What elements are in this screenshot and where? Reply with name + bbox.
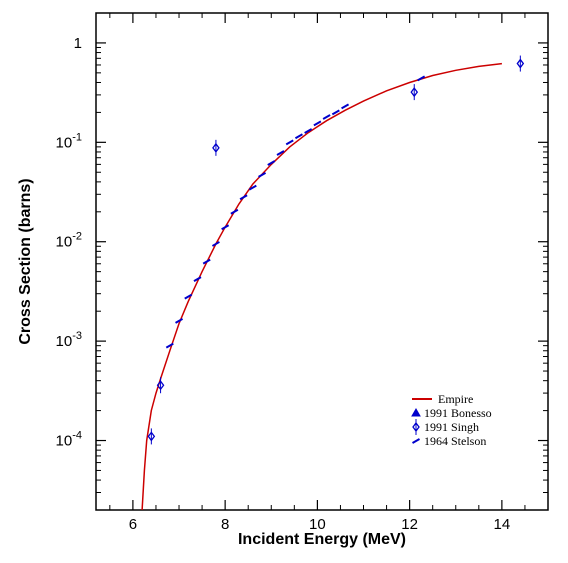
data-point — [230, 208, 239, 215]
diamond-marker — [516, 58, 525, 69]
slash-marker — [267, 160, 276, 166]
plot-border — [95, 12, 549, 511]
data-point — [276, 150, 285, 156]
diamond-marker — [147, 431, 156, 442]
data-point — [211, 241, 220, 247]
slash-marker — [211, 241, 220, 247]
data-point — [410, 84, 419, 101]
legend-item: 1991 Bonesso — [411, 406, 492, 420]
y-axis-ticks: 1 10-1 10-2 10-3 10-4 — [56, 35, 548, 493]
x-axis-ticks: 6 8 10 12 14 — [109, 13, 549, 533]
data-point — [258, 172, 267, 178]
slash-marker — [313, 120, 322, 127]
slash-marker — [294, 133, 303, 140]
slash-marker — [230, 208, 239, 215]
data-point — [285, 139, 294, 146]
slash-marker — [221, 224, 230, 231]
legend-item: 1964 Stelson — [412, 434, 486, 448]
slash-marker — [304, 128, 313, 134]
legend-label: 1991 Singh — [424, 420, 479, 434]
x-tick-label: 10 — [309, 516, 326, 533]
legend-item: Empire — [412, 392, 473, 406]
data-point — [212, 139, 220, 156]
slash-marker — [175, 317, 184, 324]
slash-marker — [285, 139, 294, 146]
slash-marker — [417, 75, 426, 82]
series-markers-2 — [147, 55, 525, 445]
legend-label: 1991 Bonesso — [424, 406, 492, 420]
slash-marker — [248, 184, 257, 191]
data-point — [294, 133, 303, 140]
y-tick-label: 10-1 — [56, 131, 82, 151]
slash-marker — [193, 276, 202, 283]
data-point — [516, 55, 525, 72]
data-point — [331, 109, 340, 116]
slash-marker — [165, 342, 174, 349]
slash-marker — [331, 109, 340, 116]
legend-marker-swatch — [412, 438, 420, 444]
data-point — [156, 377, 165, 394]
x-tick-label: 8 — [221, 516, 229, 533]
slash-marker — [322, 114, 331, 120]
plot-frame — [95, 12, 549, 511]
data-point — [193, 276, 202, 283]
data-point — [248, 184, 257, 191]
y-axis-title: Cross Section (barns) — [17, 178, 34, 344]
x-tick-label: 6 — [129, 516, 137, 533]
data-point — [147, 428, 156, 445]
data-point — [313, 120, 322, 127]
y-tick-label: 10-3 — [56, 330, 82, 350]
legend-label: 1964 Stelson — [424, 434, 486, 448]
diamond-marker — [156, 380, 165, 391]
slash-marker — [239, 194, 248, 201]
diamond-marker — [212, 142, 220, 153]
data-point — [417, 75, 426, 82]
data-point — [267, 160, 276, 166]
slash-marker — [276, 150, 285, 156]
diamond-marker — [410, 87, 419, 98]
legend-item: 1991 Singh — [412, 419, 479, 435]
data-point — [221, 224, 230, 231]
legend-label: Empire — [438, 392, 473, 406]
data-point — [341, 103, 350, 110]
series-layer — [141, 55, 525, 510]
triangle-marker — [411, 407, 421, 417]
diamond-marker — [412, 421, 420, 433]
slash-marker — [412, 438, 420, 444]
y-tick-label: 1 — [74, 35, 82, 52]
data-point — [239, 194, 248, 201]
data-point — [165, 342, 174, 349]
data-point — [304, 128, 313, 134]
slash-marker — [202, 258, 211, 265]
series-markers-3 — [165, 75, 426, 349]
slash-marker — [258, 172, 267, 178]
series-line-0 — [141, 62, 502, 510]
legend-marker-swatch — [411, 407, 421, 417]
x-tick-label: 12 — [401, 516, 418, 533]
y-tick-label: 10-4 — [56, 430, 82, 450]
data-point — [322, 114, 331, 120]
x-tick-label: 14 — [494, 516, 511, 533]
legend-marker-swatch — [412, 419, 420, 435]
x-axis-title: Incident Energy (MeV) — [238, 531, 406, 548]
data-point — [184, 293, 193, 300]
data-point — [202, 258, 211, 265]
data-point — [175, 317, 184, 324]
slash-marker — [184, 293, 193, 300]
slash-marker — [341, 103, 350, 110]
y-tick-label: 10-2 — [56, 231, 82, 251]
